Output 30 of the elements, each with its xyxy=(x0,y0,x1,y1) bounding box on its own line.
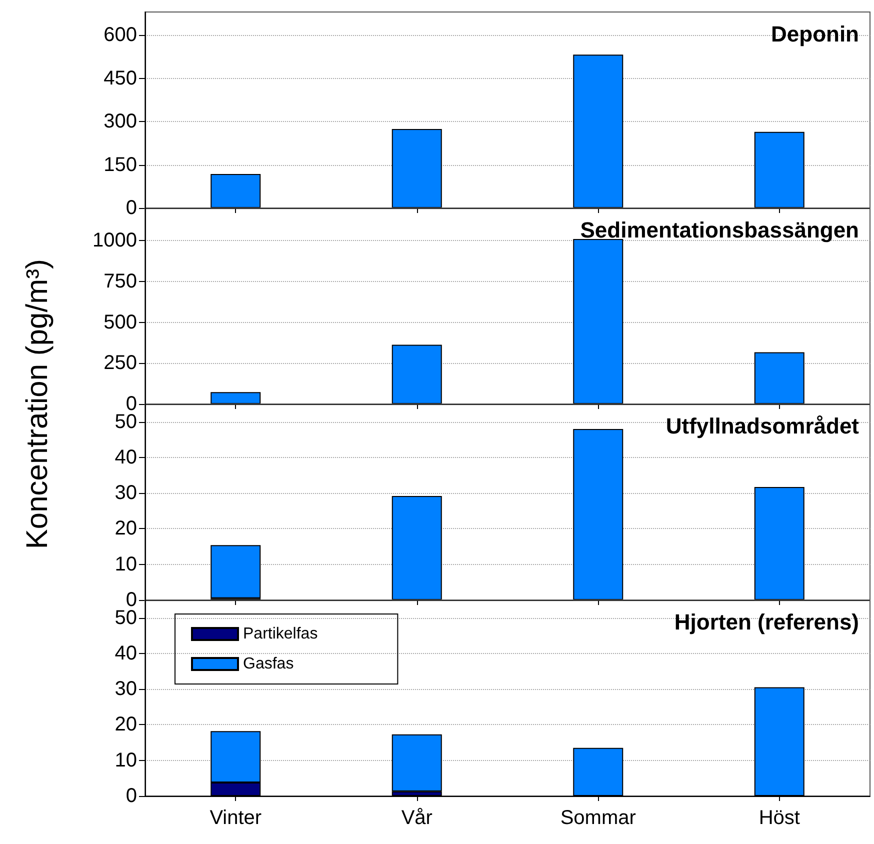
legend-label: Gasfas xyxy=(243,656,294,672)
y-tick-label: 0 xyxy=(126,785,137,807)
y-tick-label: 10 xyxy=(114,553,137,576)
y-tick-label: 30 xyxy=(114,678,137,700)
x-tick-label: Sommar xyxy=(560,807,636,829)
y-tick-label: 40 xyxy=(114,446,137,468)
y-axis-title: Koncentration (pg/m³) xyxy=(20,258,55,552)
y-tick-label: 750 xyxy=(104,270,137,292)
y-tick-label: 40 xyxy=(114,642,137,664)
bar xyxy=(210,545,261,598)
y-tick-label: 20 xyxy=(114,518,137,540)
y-tick-label: 150 xyxy=(104,154,137,176)
y-tick-label: 0 xyxy=(126,197,137,219)
x-tick-label: Höst xyxy=(758,807,800,829)
legend-label: Partikelfas xyxy=(243,626,318,642)
chart-title: Utfyllnadsområdet xyxy=(666,414,860,438)
y-tick-label: 500 xyxy=(104,311,137,334)
chart-title: Deponin xyxy=(771,22,860,46)
y-tick-label: 20 xyxy=(114,714,137,736)
x-tick-label: Vinter xyxy=(210,807,262,829)
y-tick-label: 600 xyxy=(104,24,137,46)
x-tick-label: Vår xyxy=(401,807,433,829)
y-tick-label: 10 xyxy=(114,749,137,772)
y-tick-label: 30 xyxy=(114,482,137,504)
y-tick-label: 1000 xyxy=(92,230,137,252)
y-tick-label: 450 xyxy=(104,67,137,90)
text: Sedimentationsbassängen xyxy=(580,218,860,242)
y-tick-label: 250 xyxy=(104,352,137,374)
chart-title: Hjorten (referens) xyxy=(674,610,859,634)
y-tick-label: 300 xyxy=(104,110,137,133)
